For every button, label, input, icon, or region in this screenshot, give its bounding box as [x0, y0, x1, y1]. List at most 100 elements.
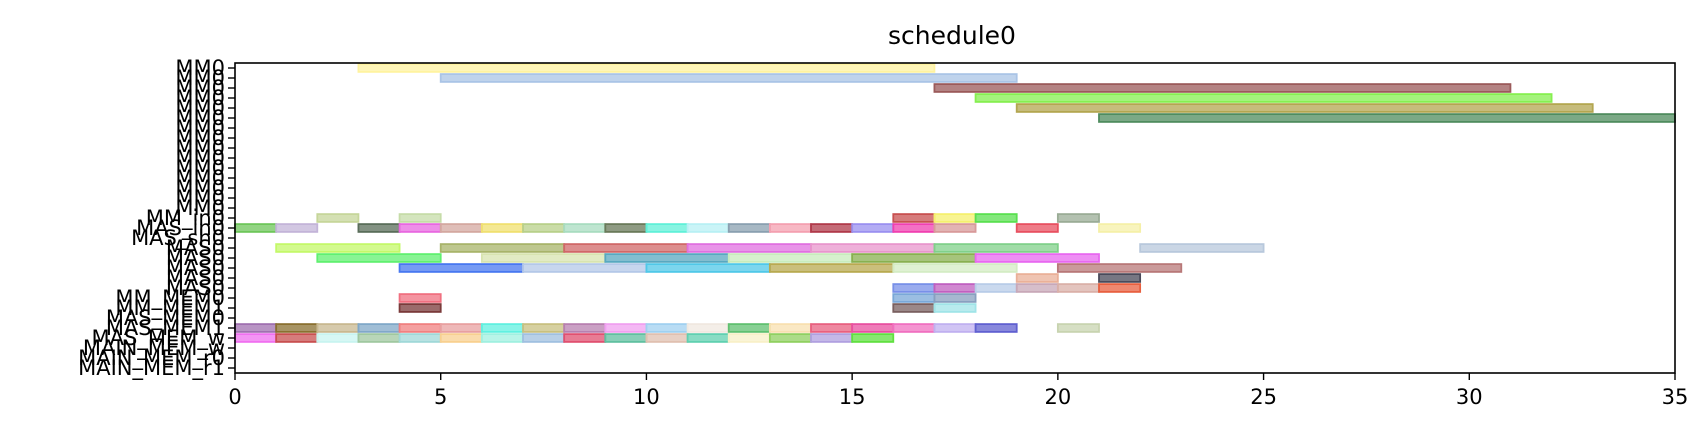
y-tick-label: MAS_MEM_w [92, 326, 226, 351]
task-bar [645, 323, 689, 333]
task-bar [686, 243, 812, 253]
task-bar [357, 333, 401, 343]
task-bar [480, 323, 524, 333]
task-bar [727, 333, 771, 343]
y-tick-label: MAS_MEM1 [106, 316, 225, 341]
y-tick-label: MM0 [175, 136, 225, 160]
task-bar [768, 263, 895, 273]
task-bar [645, 223, 689, 233]
task-bar [727, 253, 854, 263]
x-tick-label: 20 [1044, 385, 1071, 409]
task-bar [933, 293, 977, 303]
y-tick-label: MAS0 [166, 256, 225, 280]
task-bar [563, 333, 607, 343]
task-bar [1015, 273, 1059, 283]
y-tick-label: MAIN_MEM_w [83, 336, 225, 361]
x-tick-label: 35 [1662, 385, 1689, 409]
task-bar [480, 333, 524, 343]
task-bar [1098, 283, 1142, 293]
task-bar [563, 323, 607, 333]
task-bar [974, 323, 1018, 333]
y-tick-label: MAS_sh0 [131, 226, 225, 251]
task-bar [1098, 223, 1142, 233]
task-bar [974, 253, 1100, 263]
task-bar [234, 333, 278, 343]
y-tick-label: MM0 [175, 66, 225, 90]
task-bar [892, 323, 936, 333]
task-bar [892, 263, 1018, 273]
task-bar [1098, 273, 1142, 283]
task-bar [563, 223, 607, 233]
task-bar [398, 293, 442, 303]
task-bar [1015, 283, 1059, 293]
task-bar [398, 303, 442, 313]
task-bar [933, 223, 977, 233]
task-bar [439, 73, 1018, 83]
task-bar [810, 243, 936, 253]
task-bar [316, 333, 360, 343]
task-bar [357, 63, 936, 73]
task-bar [398, 263, 524, 273]
task-bar [892, 293, 936, 303]
task-bar [275, 243, 401, 253]
x-tick-label: 15 [839, 385, 866, 409]
y-tick-label: MM0 [175, 76, 225, 100]
task-bar [275, 323, 319, 333]
task-bars [234, 63, 1676, 343]
task-bar [357, 223, 401, 233]
task-bar [604, 223, 648, 233]
task-bar [316, 213, 360, 223]
y-tick-label: MM0 [175, 176, 225, 200]
y-tick-label: MAS0 [166, 236, 225, 260]
task-bar [686, 323, 730, 333]
task-bar [768, 223, 812, 233]
y-tick-label: MM0 [175, 56, 225, 80]
y-tick-label: MM0 [175, 96, 225, 120]
task-bar [974, 213, 1018, 223]
task-bar [604, 323, 648, 333]
task-bar [398, 333, 442, 343]
y-tick-label: MM0 [175, 156, 225, 180]
task-bar [604, 253, 730, 263]
y-tick-label: MM0 [175, 116, 225, 140]
task-bar [974, 283, 1018, 293]
x-tick-label: 10 [633, 385, 660, 409]
x-tick-label: 25 [1250, 385, 1277, 409]
y-tick-label: MAS0 [166, 246, 225, 270]
task-bar [234, 223, 278, 233]
y-tick-label: MAS0 [166, 276, 225, 300]
task-bar [522, 323, 566, 333]
y-tick-label: MAS_MEM0 [106, 306, 225, 331]
task-bar [398, 323, 442, 333]
task-bar [1015, 103, 1594, 113]
task-bar [480, 223, 524, 233]
task-bar [892, 223, 936, 233]
task-bar [1015, 223, 1059, 233]
task-bar [686, 223, 730, 233]
task-bar [933, 243, 1059, 253]
y-tick-label: MM0 [175, 196, 225, 220]
x-tick-label: 30 [1456, 385, 1483, 409]
task-bar [933, 283, 977, 293]
task-bar [933, 213, 977, 223]
task-bar [892, 303, 936, 313]
task-bar [768, 323, 812, 333]
y-tick-label: MM0 [175, 106, 225, 130]
task-bar [645, 263, 771, 273]
task-bar [1056, 323, 1100, 333]
task-bar [1056, 283, 1100, 293]
task-bar [439, 323, 483, 333]
y-tick-label: MAIN_MEM_r0 [78, 346, 225, 371]
task-bar [439, 333, 483, 343]
task-bar [357, 323, 401, 333]
task-bar [933, 303, 977, 313]
y-tick-label: MM0 [175, 166, 225, 190]
y-tick-label: MAIN_MEM_r1 [78, 356, 225, 381]
task-bar [439, 243, 566, 253]
y-tick-label: MM_MEM0 [115, 286, 225, 311]
task-bar [1098, 113, 1676, 123]
task-bar [398, 223, 442, 233]
task-bar [686, 333, 730, 343]
task-bar [522, 333, 566, 343]
task-bar [768, 333, 812, 343]
